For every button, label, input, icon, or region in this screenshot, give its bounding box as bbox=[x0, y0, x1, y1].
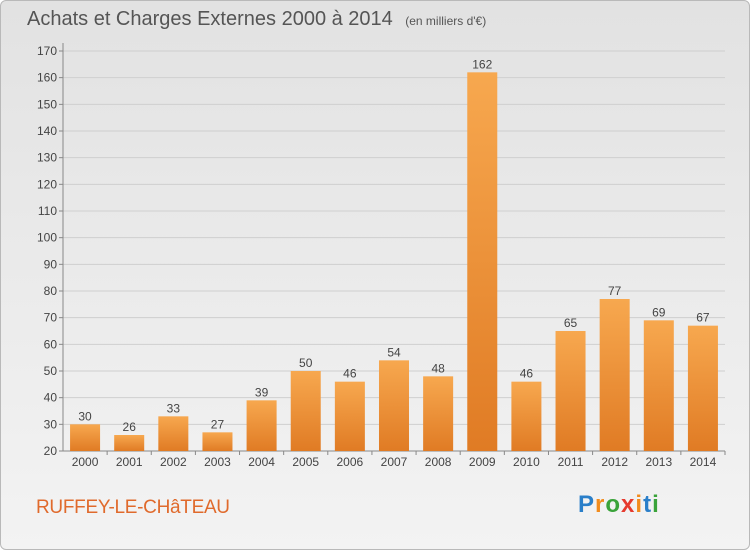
y-tick-label: 30 bbox=[44, 417, 58, 431]
bar bbox=[334, 381, 365, 451]
x-tick-label: 2009 bbox=[469, 455, 496, 469]
y-tick-label: 170 bbox=[37, 44, 57, 58]
y-tick-label: 160 bbox=[37, 71, 57, 85]
bar-value-label: 39 bbox=[255, 385, 269, 399]
bar-value-label: 46 bbox=[343, 367, 357, 381]
y-tick-label: 60 bbox=[44, 337, 58, 351]
y-tick-label: 110 bbox=[38, 204, 57, 218]
y-tick-label: 40 bbox=[44, 391, 58, 405]
x-tick-label: 2005 bbox=[292, 455, 319, 469]
bar bbox=[246, 400, 277, 451]
x-tick-label: 2010 bbox=[513, 455, 540, 469]
x-tick-label: 2000 bbox=[72, 455, 99, 469]
bar-value-label: 26 bbox=[123, 420, 137, 434]
brand-letter: i bbox=[652, 491, 660, 518]
brand-letter: P bbox=[578, 491, 596, 518]
bar bbox=[599, 299, 630, 451]
data-labels: 30 26 33 27 39 50 46 54 48 162 46 65 77 69 67 bbox=[78, 57, 710, 434]
brand-letter: t bbox=[643, 491, 653, 518]
title-row: Achats et Charges Externes 2000 à 2014 (… bbox=[27, 8, 486, 31]
bar bbox=[202, 432, 233, 451]
brand-logo[interactable]: Proxiti bbox=[578, 491, 660, 519]
bar-value-label: 69 bbox=[652, 305, 666, 319]
bar bbox=[467, 72, 498, 451]
x-tick-label: 2008 bbox=[425, 455, 452, 469]
bar-value-label: 67 bbox=[696, 311, 710, 325]
bar bbox=[158, 416, 189, 451]
bar-value-label: 33 bbox=[167, 401, 181, 415]
bar bbox=[423, 376, 454, 451]
brand-letter: o bbox=[605, 491, 622, 518]
bar-value-label: 30 bbox=[78, 409, 92, 423]
bar-value-label: 65 bbox=[564, 316, 578, 330]
bar bbox=[555, 331, 586, 451]
bar-value-label: 48 bbox=[431, 361, 445, 375]
x-tick-label: 2007 bbox=[381, 455, 408, 469]
bar-value-label: 46 bbox=[520, 367, 534, 381]
axes: 20 30 40 50 60 70 80 90 100 110 120 130 140 150 160 170… bbox=[37, 43, 726, 469]
y-tick-label: 120 bbox=[37, 177, 57, 191]
bars bbox=[70, 72, 718, 451]
chart-unit-note: (en milliers d'€) bbox=[405, 14, 487, 28]
x-tick-label: 2013 bbox=[645, 455, 672, 469]
x-tick-label: 2014 bbox=[690, 455, 717, 469]
bar-value-label: 162 bbox=[472, 57, 492, 71]
y-tick-label: 130 bbox=[37, 151, 57, 165]
brand-letter: r bbox=[595, 491, 606, 518]
bar bbox=[643, 320, 674, 451]
brand-letter: x bbox=[621, 491, 636, 518]
x-tick-label: 2004 bbox=[248, 455, 275, 469]
bar bbox=[70, 424, 101, 451]
bar bbox=[687, 325, 718, 451]
y-tick-label: 150 bbox=[37, 97, 57, 111]
y-tick-label: 90 bbox=[44, 257, 58, 271]
y-tick-label: 80 bbox=[44, 284, 58, 298]
y-tick-label: 50 bbox=[44, 364, 58, 378]
x-tick-label: 2002 bbox=[160, 455, 187, 469]
x-tick-label: 2003 bbox=[204, 455, 231, 469]
x-tick-label: 2011 bbox=[558, 455, 584, 469]
bar-value-label: 27 bbox=[211, 417, 225, 431]
y-tick-label: 70 bbox=[44, 311, 58, 325]
bar bbox=[511, 381, 542, 451]
bar-value-label: 50 bbox=[299, 356, 313, 370]
commune-name: RUFFEY-LE-CHâTEAU bbox=[36, 497, 230, 518]
bar-value-label: 77 bbox=[608, 284, 622, 298]
x-tick-label: 2001 bbox=[116, 455, 143, 469]
x-tick-label: 2006 bbox=[337, 455, 364, 469]
bar bbox=[290, 371, 321, 451]
y-tick-label: 100 bbox=[37, 231, 57, 245]
y-tick-label: 140 bbox=[37, 124, 57, 138]
x-tick-label: 2012 bbox=[601, 455, 628, 469]
brand-letter: i bbox=[635, 491, 644, 518]
bar-value-label: 54 bbox=[387, 345, 401, 359]
bar bbox=[114, 435, 145, 451]
bar bbox=[378, 360, 410, 451]
chart-title: Achats et Charges Externes 2000 à 2014 bbox=[27, 8, 393, 30]
y-tick-label: 20 bbox=[44, 444, 58, 458]
